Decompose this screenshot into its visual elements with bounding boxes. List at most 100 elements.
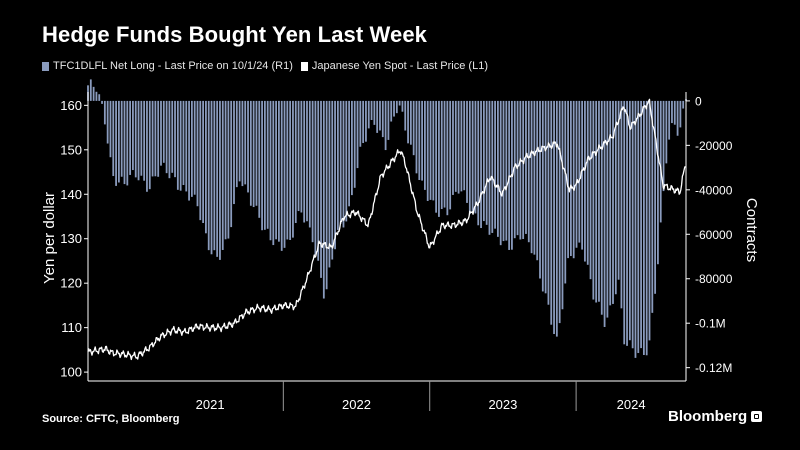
legend-swatch-bars bbox=[42, 61, 49, 71]
net-long-bar bbox=[314, 100, 317, 256]
net-long-bar bbox=[269, 100, 272, 241]
net-long-bar bbox=[488, 100, 491, 235]
net-long-bar bbox=[101, 100, 103, 104]
net-long-bar bbox=[572, 100, 575, 259]
right-axis-label: Contracts bbox=[743, 198, 760, 262]
net-long-bar bbox=[348, 100, 350, 207]
net-long-bar bbox=[407, 100, 409, 144]
net-long-bar bbox=[567, 100, 569, 259]
net-long-bar bbox=[331, 100, 334, 260]
net-long-bar bbox=[179, 100, 182, 191]
net-long-bar bbox=[328, 100, 331, 268]
net-long-bar bbox=[527, 100, 530, 243]
net-long-bar bbox=[241, 100, 244, 187]
legend-label-yen-spot: Japanese Yen Spot - Last Price (L1) bbox=[311, 60, 488, 72]
net-long-bar bbox=[247, 100, 249, 193]
net-long-bar bbox=[449, 100, 452, 210]
net-long-bar bbox=[162, 100, 165, 163]
net-long-bar bbox=[334, 100, 336, 250]
net-long-bar bbox=[387, 100, 390, 140]
net-long-bar bbox=[205, 100, 207, 234]
net-long-bar bbox=[365, 100, 367, 142]
net-long-bar bbox=[637, 100, 640, 354]
bloomberg-mark-icon bbox=[751, 411, 763, 422]
net-long-bar bbox=[446, 100, 449, 216]
net-long-bar bbox=[466, 100, 468, 203]
net-long-bar bbox=[112, 100, 115, 177]
net-long-bar bbox=[224, 100, 227, 240]
net-long-bar bbox=[651, 100, 654, 313]
net-long-bar bbox=[539, 100, 541, 279]
net-long-bar bbox=[491, 100, 494, 233]
net-long-bar bbox=[272, 100, 275, 246]
net-long-bar bbox=[642, 100, 645, 355]
net-long-bar bbox=[266, 100, 269, 229]
net-long-bar bbox=[255, 100, 258, 206]
net-long-bar bbox=[351, 100, 353, 196]
net-long-bar bbox=[235, 100, 238, 188]
net-long-bar bbox=[404, 100, 407, 131]
net-long-bar bbox=[485, 100, 488, 225]
net-long-bar bbox=[283, 100, 286, 248]
net-long-bar bbox=[673, 100, 676, 125]
net-long-bar bbox=[322, 100, 325, 299]
net-long-bar bbox=[440, 100, 443, 210]
net-long-bar bbox=[289, 100, 292, 240]
net-long-bar bbox=[502, 100, 505, 242]
left-tick-label: 100 bbox=[60, 365, 82, 380]
net-long-bar bbox=[569, 100, 572, 257]
net-long-bar bbox=[168, 100, 171, 179]
right-tick-label: -0.12M bbox=[695, 361, 732, 375]
net-long-bar bbox=[592, 100, 595, 300]
net-long-bar bbox=[395, 100, 398, 114]
net-long-bar bbox=[558, 100, 561, 324]
net-long-bar bbox=[311, 100, 314, 243]
net-long-bar bbox=[373, 100, 376, 125]
net-long-bar bbox=[297, 100, 300, 212]
net-long-bar bbox=[146, 100, 148, 192]
net-long-bar bbox=[278, 100, 280, 242]
net-long-bar bbox=[623, 100, 626, 345]
net-long-bar bbox=[645, 100, 648, 356]
net-long-bar bbox=[460, 100, 463, 192]
net-long-bar bbox=[561, 100, 564, 310]
yen-spot-line bbox=[87, 98, 686, 361]
net-long-bar bbox=[553, 100, 555, 335]
right-tick-label: -20000 bbox=[695, 139, 733, 153]
net-long-bar bbox=[221, 100, 224, 250]
net-long-bar bbox=[626, 100, 628, 346]
net-long-bar bbox=[606, 100, 609, 318]
net-long-bar bbox=[303, 100, 306, 223]
net-long-bar bbox=[339, 100, 342, 224]
net-long-bar bbox=[143, 100, 146, 181]
net-long-bar bbox=[631, 100, 634, 349]
net-long-bar bbox=[519, 100, 522, 240]
net-long-bar bbox=[165, 100, 168, 174]
net-long-bar bbox=[233, 100, 235, 205]
left-axis-label: Yen per dollar bbox=[41, 192, 58, 284]
net-long-bar bbox=[415, 100, 418, 174]
net-long-bar bbox=[564, 100, 567, 284]
net-long-bar bbox=[140, 100, 143, 176]
net-long-bar bbox=[665, 100, 668, 164]
net-long-bar bbox=[320, 100, 322, 278]
net-long-bar bbox=[249, 100, 252, 206]
chart-title: Hedge Funds Bought Yen Last Week bbox=[42, 22, 427, 47]
net-long-bar bbox=[480, 100, 482, 229]
net-long-bar bbox=[682, 100, 685, 109]
net-long-bar bbox=[463, 100, 466, 191]
net-long-bar bbox=[129, 100, 132, 175]
net-long-bar bbox=[379, 100, 381, 131]
net-long-bar bbox=[432, 100, 435, 201]
left-tick-label: 120 bbox=[60, 276, 82, 291]
net-long-bar bbox=[238, 100, 241, 182]
net-long-bar bbox=[381, 100, 384, 138]
yen-spot-line-layer bbox=[87, 98, 686, 361]
net-long-bar bbox=[151, 100, 154, 177]
net-long-bar bbox=[628, 100, 631, 341]
net-long-bar bbox=[292, 100, 294, 238]
net-long-bar bbox=[353, 100, 356, 188]
net-long-bar bbox=[123, 100, 126, 185]
net-long-bar bbox=[275, 100, 277, 240]
net-long-bar bbox=[634, 100, 637, 358]
